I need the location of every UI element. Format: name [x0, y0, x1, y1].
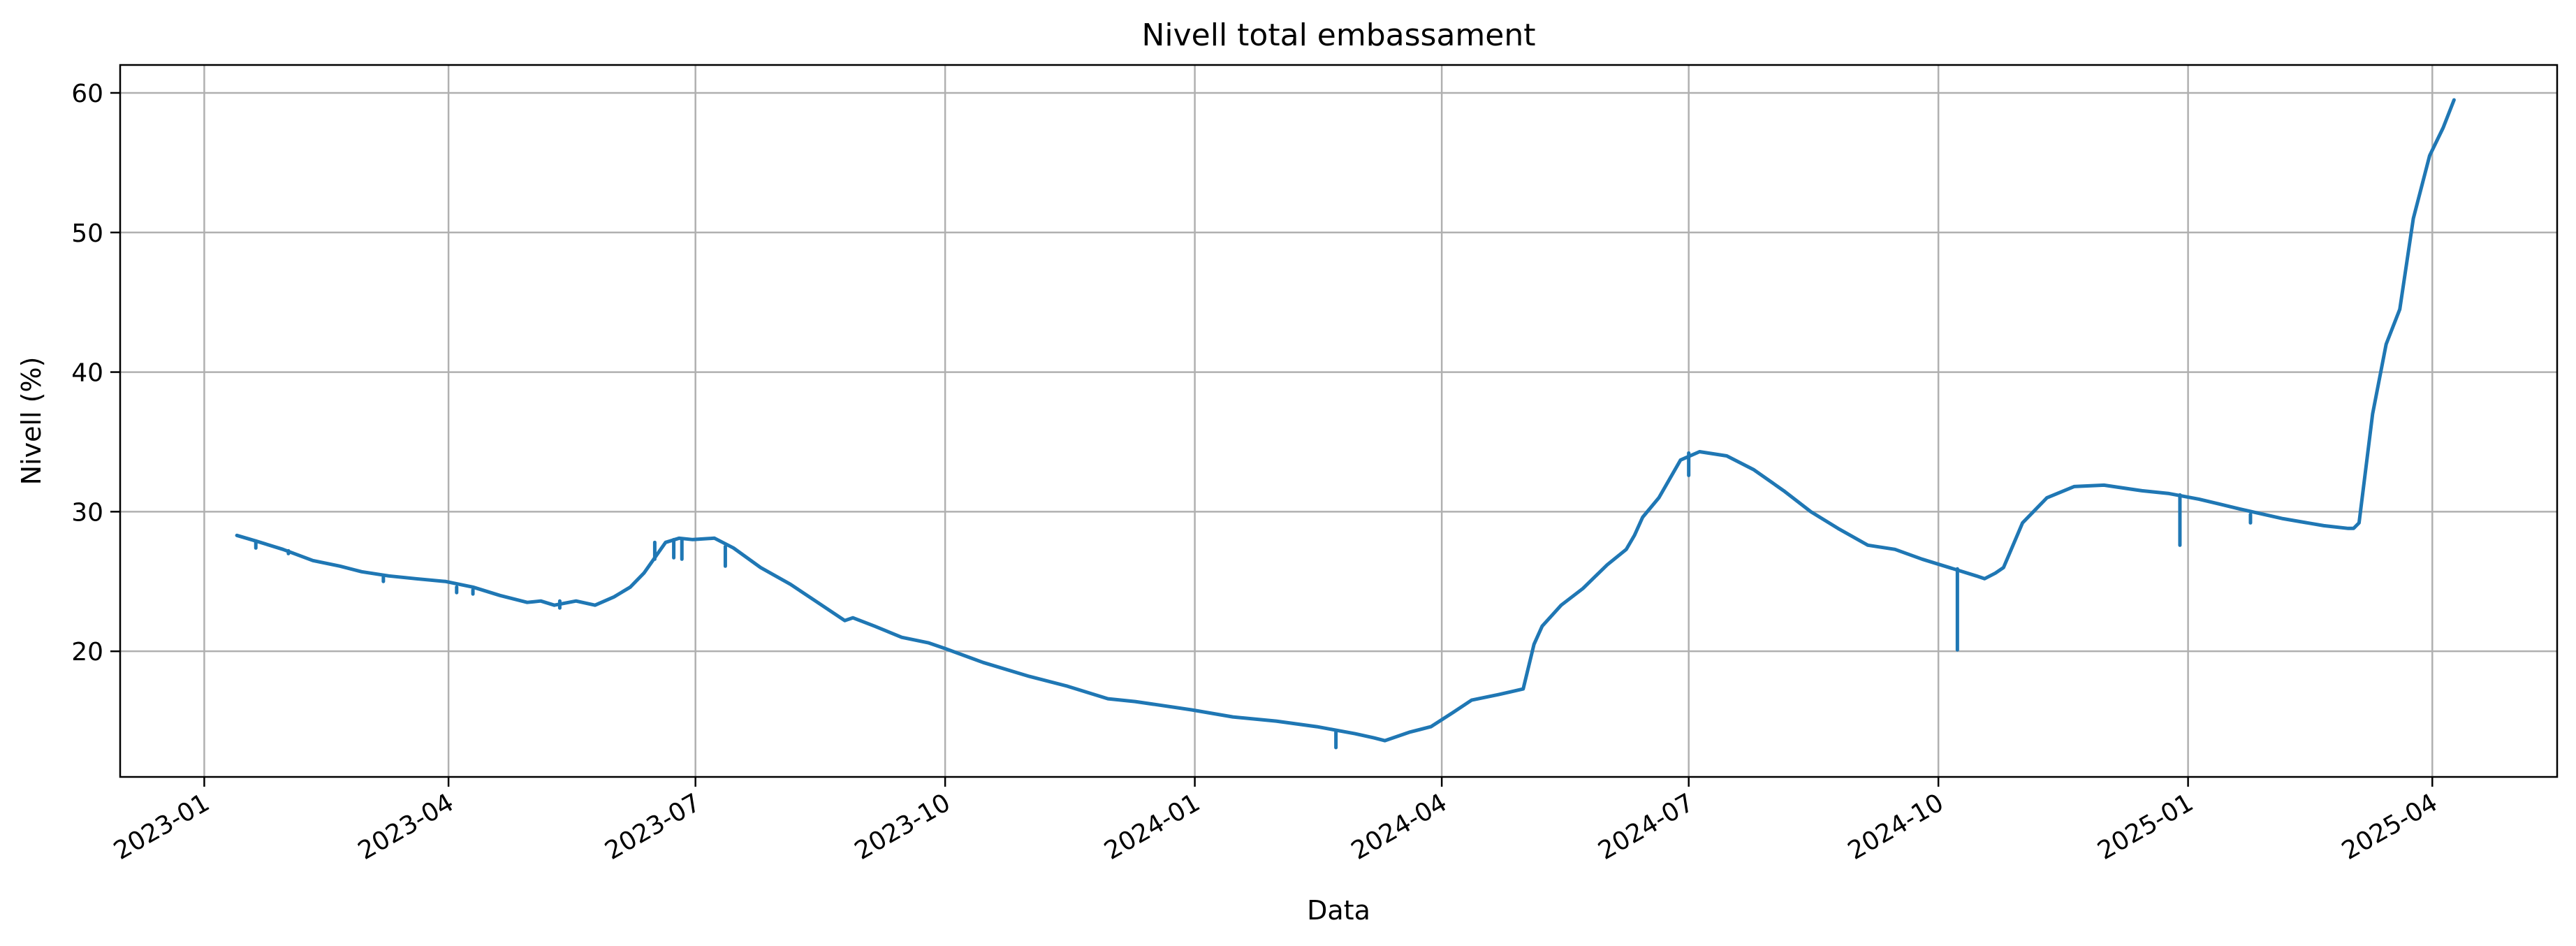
x-tick-label: 2024-10: [1843, 788, 1949, 866]
y-tick-label: 30: [71, 498, 103, 527]
y-tick-label: 20: [71, 638, 103, 667]
x-axis-title: Data: [1307, 895, 1370, 926]
x-tick-label: 2023-07: [600, 788, 705, 866]
x-tick-label: 2025-01: [2093, 788, 2198, 866]
series-line: [235, 98, 2456, 743]
grid: [120, 65, 2557, 777]
x-tick-label: 2023-10: [850, 788, 956, 866]
x-tick-label: 2024-01: [1099, 788, 1205, 866]
y-tick-label: 40: [71, 359, 103, 388]
plot-area: [235, 98, 2456, 750]
x-tick-label: 2023-01: [109, 788, 214, 866]
x-tick-label: 2025-04: [2337, 788, 2443, 866]
y-axis-title: Nivell (%): [16, 357, 47, 486]
x-tick-label: 2024-04: [1347, 788, 1452, 866]
y-tick-label: 50: [71, 219, 103, 248]
axes-frame: [119, 64, 2559, 778]
ticks: 20 30 40 50 60 2023-01 2023-04 2023-07 2023-10 20…: [71, 80, 2443, 866]
x-tick-label: 2023-04: [353, 788, 459, 866]
y-tick-label: 60: [71, 80, 103, 108]
x-tick-label: 2024-07: [1593, 788, 1699, 866]
chart-title: Nivell total embassament: [1142, 17, 1536, 53]
